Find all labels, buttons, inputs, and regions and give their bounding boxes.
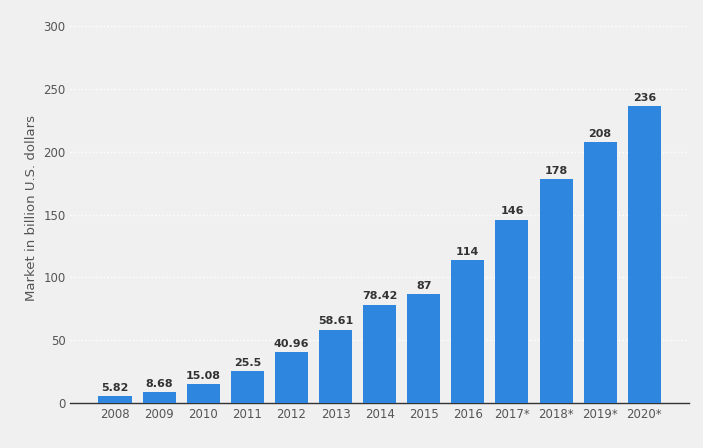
Bar <box>583 142 617 403</box>
Bar <box>539 179 573 403</box>
Bar <box>407 294 440 403</box>
Text: 78.42: 78.42 <box>362 292 397 302</box>
Text: 146: 146 <box>501 207 524 216</box>
Bar <box>628 107 661 403</box>
Bar <box>451 260 484 403</box>
Text: 178: 178 <box>544 166 568 176</box>
Bar <box>143 392 176 403</box>
Text: 40.96: 40.96 <box>273 339 309 349</box>
Bar <box>363 305 396 403</box>
Text: 208: 208 <box>588 129 612 138</box>
Text: 236: 236 <box>633 93 656 103</box>
Text: 114: 114 <box>456 247 479 257</box>
Text: 58.61: 58.61 <box>318 316 353 326</box>
Bar <box>231 371 264 403</box>
Text: 5.82: 5.82 <box>101 383 129 393</box>
Bar <box>275 352 308 403</box>
Text: 25.5: 25.5 <box>233 358 261 368</box>
Bar <box>186 384 220 403</box>
Bar <box>319 330 352 403</box>
Y-axis label: Market in billion U.S. dollars: Market in billion U.S. dollars <box>25 115 38 302</box>
Text: 8.68: 8.68 <box>146 379 173 389</box>
Text: 87: 87 <box>416 281 432 291</box>
Bar <box>496 220 529 403</box>
Bar <box>98 396 131 403</box>
Text: 15.08: 15.08 <box>186 371 221 381</box>
